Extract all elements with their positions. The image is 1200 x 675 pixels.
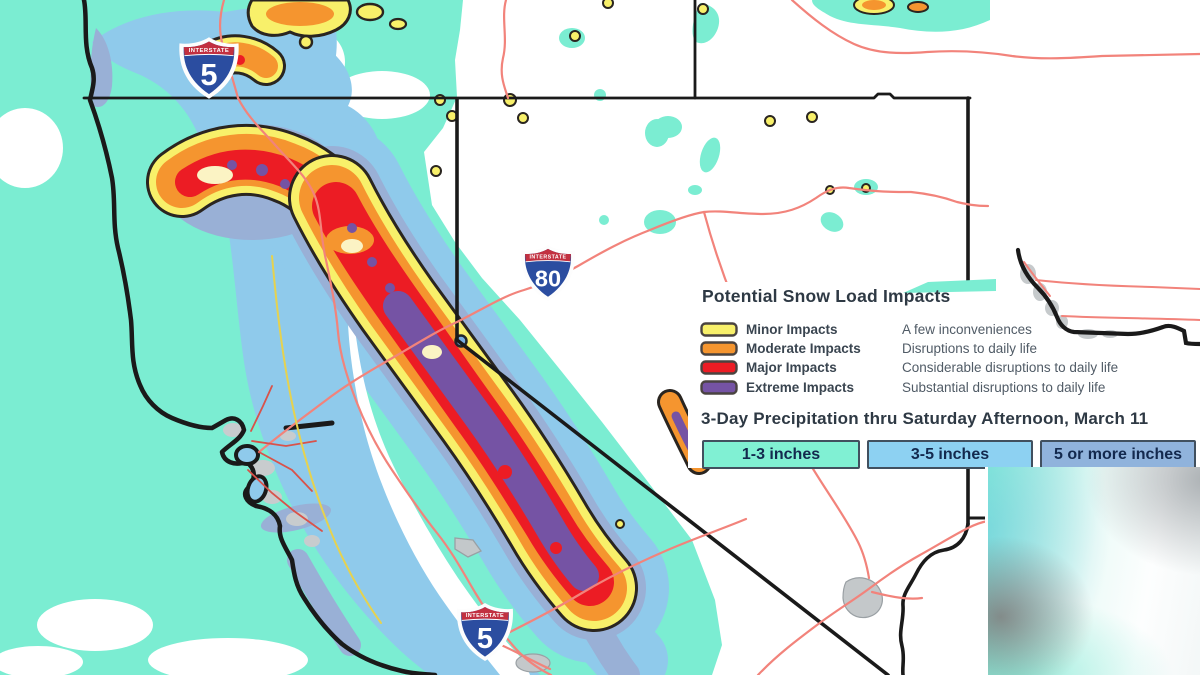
interstate-band-label: INTERSTATE bbox=[189, 48, 230, 54]
blurred-edge-fill bbox=[985, 467, 1200, 675]
moderate-impact-swatch bbox=[700, 341, 738, 356]
i80-route-california bbox=[257, 320, 459, 454]
sr99-route bbox=[271, 255, 382, 624]
legend-area-precip-streak bbox=[903, 279, 996, 293]
route-number: 5 bbox=[477, 623, 493, 655]
impact-label: Major Impacts bbox=[746, 360, 837, 376]
minor-impact-swatch bbox=[700, 322, 738, 337]
california-coastline bbox=[81, 0, 438, 675]
legend-panel: Potential Snow Load Impacts Minor Impact… bbox=[700, 286, 1200, 469]
mono-lake bbox=[454, 537, 482, 558]
impact-label: Extreme Impacts bbox=[746, 379, 855, 395]
interstate-5-shield-north: INTERSTATE 5 bbox=[179, 37, 239, 99]
interstate-80-shield: INTERSTATE 80 bbox=[520, 245, 576, 301]
impact-zones bbox=[146, 0, 929, 632]
i15-route bbox=[756, 519, 990, 675]
interstate-band-label: INTERSTATE bbox=[529, 254, 566, 260]
precip-chip-3-5-inches: 3-5 inches bbox=[867, 439, 1033, 469]
legend-row-major: Major Impacts Considerable disruptions t… bbox=[700, 358, 1200, 377]
legend-row-extreme: Extreme Impacts Substantial disruptions … bbox=[700, 378, 1200, 397]
interstate-5-shield-south: INTERSTATE 5 bbox=[456, 603, 514, 661]
las-vegas-urban-area bbox=[842, 577, 883, 619]
major-impact-swatch bbox=[700, 360, 738, 376]
impact-description: Substantial disruptions to daily life bbox=[902, 379, 1106, 395]
san-francisco-bay bbox=[234, 444, 260, 466]
impact-description: A few inconveniences bbox=[902, 322, 1032, 338]
extreme-impact-swatch bbox=[700, 379, 738, 395]
socal-coast-and-mexico-border bbox=[1015, 247, 1200, 347]
impact-label: Minor Impacts bbox=[746, 322, 838, 338]
california-nevada-border bbox=[455, 97, 890, 675]
us97-route bbox=[500, 0, 510, 100]
legend-row-moderate: Moderate Impacts Disruptions to daily li… bbox=[700, 339, 1200, 358]
oregon-border bbox=[82, 92, 972, 100]
precipitation-scale: 1-3 inches 3-5 inches 5 or more inches bbox=[702, 439, 1200, 469]
impact-label: Moderate Impacts bbox=[746, 341, 861, 357]
nevada-arizona-border bbox=[898, 522, 970, 675]
impact-description: Considerable disruptions to daily life bbox=[902, 360, 1119, 376]
route-number: 5 bbox=[200, 57, 217, 92]
legend-row-minor: Minor Impacts A few inconveniences bbox=[700, 320, 1200, 339]
impact-description: Disruptions to daily life bbox=[902, 341, 1038, 357]
state-borders bbox=[81, 0, 988, 675]
route-number: 80 bbox=[535, 265, 561, 291]
bay-area-roads bbox=[247, 385, 323, 532]
socal-inset-fragment bbox=[1015, 247, 1200, 347]
precip-chip-5-plus-inches: 5 or more inches bbox=[1040, 439, 1196, 469]
legend-title: Potential Snow Load Impacts bbox=[702, 286, 951, 306]
precip-chip-1-3-inches: 1-3 inches bbox=[702, 439, 860, 469]
bay-area-urban bbox=[223, 423, 320, 547]
interstate-band-label: INTERSTATE bbox=[466, 613, 504, 619]
precipitation-title: 3-Day Precipitation thru Saturday Aftern… bbox=[701, 408, 1149, 428]
